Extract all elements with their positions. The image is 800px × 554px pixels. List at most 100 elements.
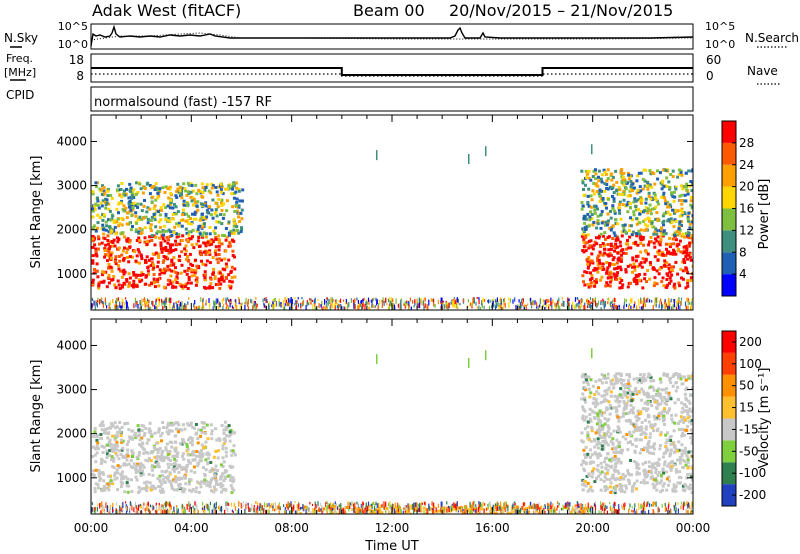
ground-scatter (499, 303, 501, 307)
scatter-cell (220, 198, 224, 202)
scatter-cell (626, 391, 630, 395)
scatter-cell (672, 199, 676, 203)
scatter-cell (102, 232, 106, 236)
ground-scatter (162, 300, 164, 305)
scatter-cell (596, 456, 600, 460)
scatter-cell (684, 171, 688, 175)
scatter-cell (200, 421, 204, 424)
ground-scatter (354, 306, 356, 310)
ground-scatter (217, 305, 219, 310)
scatter-cell (110, 196, 114, 200)
scatter-cell (150, 464, 154, 467)
ground-scatter (148, 299, 150, 304)
scatter-cell (173, 457, 177, 461)
scatter-cell (589, 455, 592, 459)
scatter-cell (118, 193, 122, 197)
scatter-cell (651, 395, 655, 398)
scatter-cell (656, 461, 660, 465)
scatter-cell (151, 252, 155, 256)
scatter-cell (659, 230, 663, 234)
scatter-cell (169, 198, 173, 202)
scatter-cell (605, 223, 609, 227)
scatter-cell (113, 445, 117, 449)
ground-scatter (213, 300, 215, 306)
scatter-cell (91, 207, 95, 211)
scatter-cell (167, 474, 170, 478)
scatter-cell (164, 448, 168, 452)
scatter-cell (684, 199, 688, 203)
scatter-cell (195, 486, 199, 490)
ground-scatter (275, 505, 277, 512)
scatter-cell (658, 481, 662, 485)
scatter-cell (175, 235, 179, 239)
scatter-cell (168, 206, 172, 210)
scatter-cell (128, 205, 132, 209)
scatter-cell (620, 279, 624, 282)
scatter-cell (120, 275, 124, 279)
scatter-cell (678, 420, 682, 423)
scatter-cell (177, 423, 181, 427)
ground-scatter (187, 301, 189, 305)
scatter-cell (222, 279, 226, 283)
scatter-cell (91, 278, 95, 282)
scatter-cell (685, 386, 689, 390)
ground-scatter (332, 503, 335, 506)
scatter-cell (95, 439, 99, 442)
scatter-cell (159, 434, 163, 438)
scatter-cell (134, 211, 138, 215)
scatter-cell (216, 283, 220, 286)
ground-scatter (162, 504, 164, 509)
ground-scatter (331, 299, 333, 303)
scatter-cell (619, 476, 623, 479)
scatter-cell (596, 207, 599, 211)
scatter-cell (583, 453, 587, 457)
scatter-cell (437, 509, 440, 513)
scatter-cell (184, 249, 188, 253)
scatter-cell (106, 276, 110, 280)
scatter-cell (674, 413, 678, 417)
scatter-cell (674, 185, 678, 189)
scatter-cell (139, 253, 143, 257)
scatter-cell (665, 176, 669, 180)
scatter-cell (673, 450, 676, 454)
scatter-cell (621, 175, 625, 179)
scatter-cell (619, 244, 623, 248)
scatter-cell (230, 276, 234, 280)
scatter-cell (668, 203, 672, 207)
scatter-cell (581, 373, 585, 377)
ground-scatter (226, 303, 228, 308)
scatter-cell (156, 230, 160, 233)
scatter-cell (199, 485, 203, 489)
scatter-cell (640, 447, 643, 451)
scatter-cell (202, 480, 206, 484)
ground-scatter (651, 300, 653, 303)
ground-scatter (433, 302, 435, 306)
scatter-cell (183, 285, 187, 289)
scatter-cell (681, 449, 685, 453)
scatter-cell (117, 211, 120, 215)
scatter-cell (691, 431, 693, 435)
scatter-cell (220, 242, 224, 246)
scatter-cell (229, 465, 233, 469)
scatter-cell (589, 178, 593, 182)
scatter-cell (180, 193, 184, 196)
scatter-cell (610, 456, 614, 460)
scatter-cell (667, 409, 671, 413)
scatter-cell (108, 444, 112, 448)
scatter-cell (635, 255, 639, 259)
scatter-cell (599, 177, 603, 181)
scatter-cell (128, 245, 132, 249)
ground-scatter (96, 300, 98, 303)
scatter-cell (207, 286, 211, 290)
scatter-cell (670, 220, 674, 224)
scatter-cell (661, 276, 665, 280)
scatter-cell (217, 197, 221, 201)
scatter-cell (642, 219, 645, 223)
scatter-cell (626, 469, 630, 473)
scatter-cell (631, 443, 634, 447)
scatter-cell (606, 376, 610, 380)
scatter-cell (636, 380, 640, 384)
ground-scatter (518, 305, 520, 310)
scatter-cell (475, 512, 479, 514)
scatter-cell (154, 225, 158, 229)
